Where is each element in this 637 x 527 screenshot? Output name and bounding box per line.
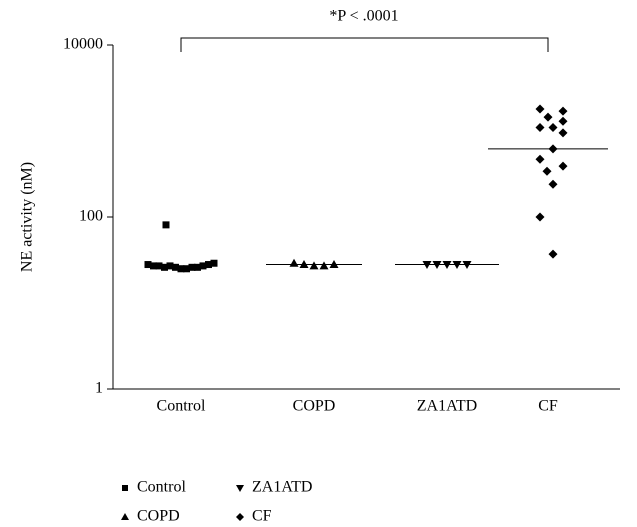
legend-marker <box>121 513 129 520</box>
data-point <box>548 179 558 189</box>
x-tick-label: ZA1ATD <box>417 398 477 415</box>
data-point <box>543 112 553 122</box>
data-point <box>558 161 568 171</box>
legend-label: Control <box>137 479 186 496</box>
data-point <box>535 212 545 222</box>
data-point <box>535 104 545 114</box>
data-point <box>558 106 568 116</box>
x-tick-label: COPD <box>293 398 336 415</box>
data-point <box>183 265 190 273</box>
y-tick-label: 100 <box>79 208 103 225</box>
data-point <box>535 122 545 132</box>
data-point <box>162 221 170 229</box>
x-tick-label: Control <box>157 398 206 415</box>
data-point <box>542 166 552 176</box>
legend-label: ZA1ATD <box>252 479 312 496</box>
y-tick-label: 1 <box>95 380 103 397</box>
data-point <box>319 261 329 270</box>
x-tick-label: CF <box>538 398 558 415</box>
data-point <box>289 258 299 267</box>
data-point <box>548 122 558 132</box>
significance-bracket <box>180 37 549 52</box>
data-point <box>548 249 558 259</box>
data-point <box>558 128 568 138</box>
legend-marker <box>236 513 244 521</box>
data-point <box>210 259 218 267</box>
data-point <box>309 261 319 270</box>
data-point <box>535 154 545 164</box>
legend-label: COPD <box>137 508 180 525</box>
y-tick-label: 10000 <box>63 36 103 53</box>
legend-marker <box>236 485 244 492</box>
legend-label: CF <box>252 508 272 525</box>
y-axis-label: NE activity (nM) <box>19 162 36 272</box>
legend-marker <box>122 485 128 491</box>
data-point <box>558 116 568 126</box>
significance-label: *P < .0001 <box>329 8 398 25</box>
data-point <box>177 265 185 273</box>
